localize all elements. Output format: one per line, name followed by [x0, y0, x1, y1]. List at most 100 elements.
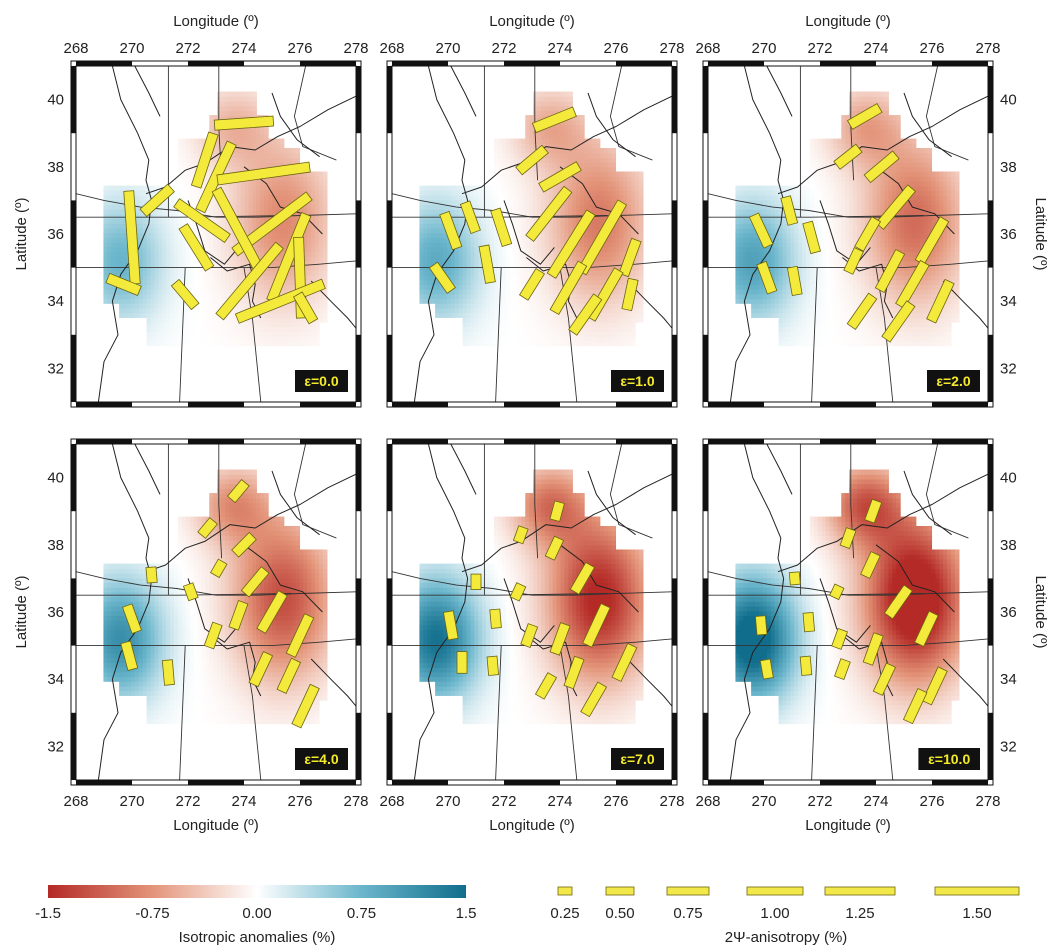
anisotropy-legend-bar — [605, 886, 635, 896]
anisotropy-bar — [470, 573, 482, 590]
river-line — [503, 578, 555, 643]
epsilon-label-text: ε=4.0 — [304, 751, 338, 767]
epsilon-label-text: ε=10.0 — [928, 751, 970, 767]
river-line — [587, 470, 636, 536]
lon-tick-label: 276 — [287, 40, 312, 57]
lat-tick-label: 38 — [1000, 537, 1017, 554]
anisotropy-bar — [754, 615, 768, 636]
lon-tick-label: 272 — [807, 793, 832, 810]
latitude-axis-title: Latitude (º) — [1032, 575, 1049, 648]
anisotropy-bar — [105, 272, 142, 296]
river-line — [271, 470, 320, 536]
state-border — [534, 444, 539, 559]
anisotropy-bar — [213, 115, 275, 131]
anisotropy-bar — [538, 161, 582, 193]
longitude-axis-title: Longitude (º) — [489, 13, 575, 30]
lon-tick-label: 278 — [659, 40, 684, 57]
lat-tick-label: 38 — [47, 159, 64, 176]
anisotropy-bar — [863, 150, 900, 184]
epsilon-label: ε=2.0 — [927, 370, 980, 392]
panel-eps-2: ε=2.0 — [702, 60, 994, 408]
lat-tick-label: 36 — [1000, 604, 1017, 621]
anisotropy-bar — [788, 571, 801, 586]
river-line — [875, 544, 955, 613]
anisotropy-legend-label: 0.25 — [550, 905, 579, 922]
state-border — [925, 444, 969, 539]
anisotropy-bar — [862, 632, 884, 666]
anisotropy-bar — [428, 261, 456, 294]
anisotropy-bar — [276, 657, 302, 694]
anisotropy-bar — [525, 185, 573, 242]
epsilon-label: ε=10.0 — [918, 748, 980, 770]
panel-eps-4: ε=4.0 — [70, 438, 362, 786]
anisotropy-bar — [509, 582, 527, 602]
anisotropy-bar — [846, 292, 878, 330]
state-border — [609, 444, 653, 539]
anisotropy-legend-bar — [934, 886, 1020, 896]
lat-tick-label: 40 — [1000, 92, 1017, 109]
map-frame — [386, 438, 678, 786]
lon-tick-label: 272 — [807, 40, 832, 57]
lon-tick-label: 274 — [231, 40, 256, 57]
anisotropy-bar — [203, 621, 223, 650]
river-line — [766, 444, 793, 495]
panel-eps-7: ε=7.0 — [386, 438, 678, 786]
river-line — [903, 92, 952, 158]
river-line — [626, 658, 672, 707]
anisotropy-bar — [843, 247, 864, 275]
lon-tick-label: 270 — [751, 793, 776, 810]
anisotropy-bar — [120, 640, 139, 672]
lon-tick-label: 272 — [491, 40, 516, 57]
lat-tick-label: 34 — [47, 671, 64, 688]
river-line — [461, 473, 672, 573]
anisotropy-bar — [182, 582, 199, 602]
anisotropy-bar — [216, 161, 311, 186]
longitude-axis-title: Longitude (º) — [805, 13, 891, 30]
anisotropy-bar — [486, 655, 500, 676]
epsilon-label-text: ε=7.0 — [620, 751, 654, 767]
anisotropy-bar — [512, 525, 529, 545]
river-line — [413, 66, 469, 402]
river-line — [97, 444, 153, 780]
anisotropy-legend: 0.25 0.50 0.75 1.00 1.25 1.50 2Ψ-anisotropy (… — [550, 886, 1020, 946]
state-border — [76, 215, 292, 218]
river-line — [559, 544, 639, 613]
longitude-axis-title: Longitude (º) — [489, 817, 575, 834]
panel-eps-10: ε=10.0 — [702, 438, 994, 786]
epsilon-label: ε=7.0 — [611, 748, 664, 770]
anisotropy-bar — [520, 623, 539, 648]
longitude-axis-title: Longitude (º) — [173, 13, 259, 30]
map-panels: ε=0.0 ε=1.0 ε=2.0 ε=4.0 ε=7.0 ε=10.0 — [70, 60, 994, 786]
river-line — [526, 257, 578, 319]
anisotropy-bar — [921, 666, 948, 706]
anisotropy-bar — [834, 658, 851, 681]
anisotropy-legend-label: 1.00 — [760, 905, 789, 922]
state-border — [293, 66, 337, 161]
lon-tick-label: 272 — [175, 793, 200, 810]
anisotropy-bar — [569, 561, 596, 595]
state-border — [392, 593, 608, 596]
river-line — [942, 658, 988, 707]
river-line — [97, 66, 153, 402]
lat-tick-label: 38 — [1000, 159, 1017, 176]
panel-eps-0: ε=0.0 — [70, 60, 362, 408]
state-border — [875, 645, 894, 780]
anisotropy-bar — [611, 642, 638, 682]
anisotropy-bars — [120, 478, 320, 729]
anisotropy-legend-bar — [746, 886, 804, 896]
lon-tick-label: 270 — [435, 40, 460, 57]
colorbar-tick-labels: -1.5 -0.75 0.00 0.75 1.5 — [35, 905, 476, 922]
anisotropy-bar — [170, 278, 200, 311]
lon-tick-label: 268 — [379, 40, 404, 57]
anisotropy-bar — [442, 610, 459, 641]
anisotropy-bar — [534, 672, 558, 700]
latitude-axis-title: Latitude (º) — [13, 197, 30, 270]
anisotropy-bar — [864, 498, 883, 524]
river-line — [461, 95, 672, 195]
lon-tick-label: 276 — [287, 793, 312, 810]
river-line — [134, 66, 161, 117]
anisotropy-bar — [161, 659, 175, 686]
lon-tick-label: 276 — [603, 793, 628, 810]
anisotropy-bar — [802, 220, 821, 255]
anisotropy-legend-label: 0.75 — [673, 905, 702, 922]
